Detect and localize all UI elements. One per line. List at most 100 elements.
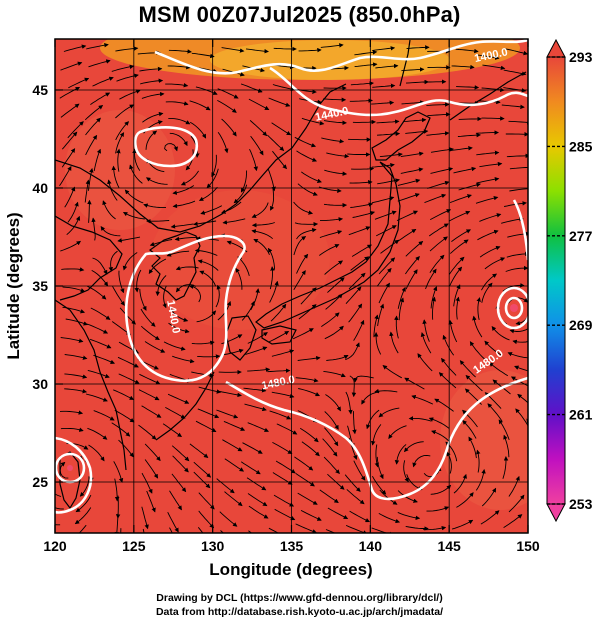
streamline bbox=[168, 49, 192, 54]
streamline bbox=[112, 286, 125, 306]
contour-1440-west-loop bbox=[124, 234, 246, 383]
streamline bbox=[88, 444, 105, 462]
streamline bbox=[376, 267, 392, 287]
streamline bbox=[505, 265, 528, 272]
streamline bbox=[455, 48, 479, 54]
streamline bbox=[59, 410, 84, 415]
streamline bbox=[503, 434, 510, 458]
streamline bbox=[198, 386, 222, 394]
coast-china-bohai bbox=[55, 215, 123, 301]
streamline bbox=[67, 121, 84, 139]
streamline bbox=[389, 331, 399, 354]
streamline bbox=[167, 511, 179, 533]
streamline bbox=[457, 132, 482, 138]
streamline bbox=[476, 176, 500, 184]
streamline bbox=[90, 92, 111, 105]
streamline bbox=[269, 266, 275, 290]
streamline bbox=[113, 389, 135, 400]
x-tick-label: 150 bbox=[516, 538, 540, 554]
streamline bbox=[484, 257, 506, 270]
colorbar-tick-label: 261 bbox=[569, 407, 593, 423]
streamline bbox=[145, 130, 158, 150]
streamline bbox=[325, 394, 341, 412]
streamline bbox=[326, 152, 350, 159]
streamline bbox=[472, 315, 483, 338]
streamline bbox=[406, 474, 423, 491]
streamline bbox=[449, 256, 465, 275]
streamline bbox=[197, 527, 204, 533]
streamline bbox=[118, 270, 125, 294]
streamline bbox=[530, 519, 549, 530]
colorbar-tick-label: 277 bbox=[569, 228, 593, 244]
streamline bbox=[115, 121, 130, 141]
streamline bbox=[401, 67, 425, 72]
contour-typhoon-south-ring bbox=[55, 452, 86, 484]
streamline bbox=[378, 257, 396, 275]
streamline bbox=[169, 307, 189, 322]
streamline bbox=[476, 54, 500, 60]
streamline bbox=[488, 362, 509, 377]
streamline bbox=[102, 200, 116, 220]
streamline bbox=[87, 427, 108, 440]
streamline bbox=[88, 59, 111, 68]
streamline bbox=[237, 256, 250, 277]
streamline bbox=[375, 225, 397, 237]
streamline bbox=[185, 149, 194, 171]
streamline bbox=[394, 444, 407, 465]
streamline bbox=[487, 403, 503, 422]
streamline bbox=[63, 44, 87, 52]
streamline bbox=[129, 164, 143, 184]
streamline bbox=[118, 373, 140, 384]
streamline bbox=[505, 48, 528, 56]
streamline bbox=[64, 388, 88, 394]
streamline bbox=[224, 458, 245, 472]
colorbar-bottom-arrow bbox=[546, 503, 566, 523]
y-tick-label: 25 bbox=[32, 474, 48, 490]
x-tick-label: 125 bbox=[122, 538, 146, 554]
streamline bbox=[91, 217, 96, 241]
streamline bbox=[453, 284, 461, 307]
streamline bbox=[481, 273, 498, 291]
streamline bbox=[139, 373, 161, 385]
streamline bbox=[401, 100, 425, 105]
streamline bbox=[85, 134, 98, 156]
streamline bbox=[349, 375, 357, 398]
streamline bbox=[451, 519, 474, 530]
streamline bbox=[140, 308, 156, 327]
streamline bbox=[378, 407, 400, 418]
streamline bbox=[434, 398, 454, 412]
streamline bbox=[217, 100, 237, 113]
streamline bbox=[319, 230, 343, 239]
streamline bbox=[449, 210, 471, 222]
streamline bbox=[60, 240, 82, 252]
streamline bbox=[498, 419, 510, 441]
streamline bbox=[144, 341, 166, 353]
y-tick-label: 40 bbox=[32, 180, 48, 196]
streamline bbox=[449, 194, 472, 204]
streamline bbox=[86, 323, 109, 334]
streamline bbox=[377, 303, 385, 327]
streamline bbox=[118, 439, 134, 458]
streamline bbox=[253, 238, 270, 255]
streamline bbox=[299, 427, 319, 443]
streamline bbox=[324, 325, 344, 340]
streamline bbox=[397, 490, 418, 503]
streamline bbox=[270, 303, 287, 322]
streamline bbox=[320, 217, 344, 222]
streamline bbox=[442, 334, 455, 356]
streamline bbox=[396, 229, 417, 243]
streamline bbox=[162, 423, 183, 438]
streamline bbox=[352, 411, 357, 435]
streamline bbox=[189, 100, 211, 111]
streamline bbox=[491, 326, 510, 341]
streamline bbox=[527, 509, 528, 512]
streamline bbox=[298, 388, 320, 397]
streamline bbox=[353, 319, 365, 341]
streamline bbox=[240, 170, 248, 193]
coast-china-manchuria bbox=[55, 83, 347, 233]
streamline bbox=[188, 284, 201, 303]
streamline bbox=[90, 307, 111, 320]
streamline bbox=[197, 408, 220, 419]
streamline bbox=[455, 296, 460, 320]
streamline bbox=[108, 250, 118, 272]
